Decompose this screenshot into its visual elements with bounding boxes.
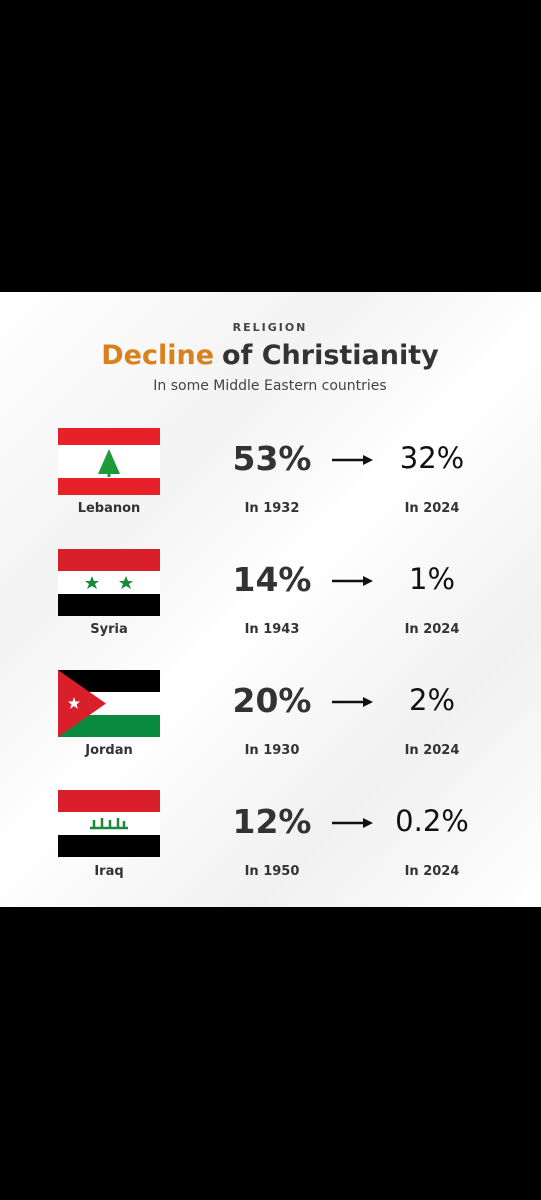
flag-syria <box>58 549 160 616</box>
after-value: 32% <box>399 441 465 475</box>
country-name: Lebanon <box>77 501 141 516</box>
before-value: 14% <box>232 560 312 599</box>
arrow <box>332 576 373 586</box>
country-name: Jordan <box>85 743 133 758</box>
after-year: In 2024 <box>404 622 460 637</box>
before-value: 20% <box>232 681 312 720</box>
arrow <box>332 455 373 465</box>
kicker: RELIGION <box>232 321 308 334</box>
before-year: In 1930 <box>244 743 300 758</box>
flag-lebanon <box>58 428 160 495</box>
after-year: In 2024 <box>404 743 460 758</box>
after-value: 1% <box>408 562 456 596</box>
country-name: Iraq <box>94 864 124 879</box>
after-value: 2% <box>408 683 456 717</box>
before-year: In 1932 <box>244 501 300 516</box>
before-value: 12% <box>232 802 312 841</box>
title-highlight: Decline <box>101 340 215 371</box>
arrow <box>332 818 373 828</box>
country-name: Syria <box>90 622 128 637</box>
before-year: In 1943 <box>244 622 300 637</box>
title-rest: of Christianity <box>222 340 439 371</box>
arrow <box>332 697 373 707</box>
before-value: 53% <box>232 439 312 478</box>
subtitle: In some Middle Eastern countries <box>153 378 387 394</box>
flag-jordan <box>58 670 160 737</box>
after-year: In 2024 <box>404 864 460 879</box>
after-year: In 2024 <box>404 501 460 516</box>
after-value: 0.2% <box>395 804 469 838</box>
title: Decline of Christianity <box>101 340 439 371</box>
flag-iraq <box>58 790 160 857</box>
before-year: In 1950 <box>244 864 300 879</box>
infographic-card: RELIGION Decline of Christianity In some … <box>0 292 541 907</box>
